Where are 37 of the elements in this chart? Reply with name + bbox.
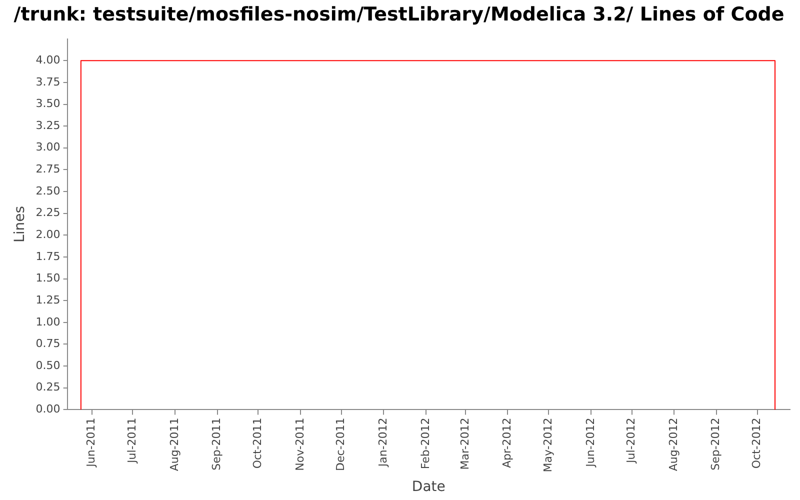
y-tick-label: 2.75 xyxy=(36,162,60,176)
y-axis-title: Lines xyxy=(12,206,28,242)
y-tick-label: 3.75 xyxy=(36,75,60,88)
x-tick-label: Aug-2011 xyxy=(168,418,181,472)
y-tick-label: 1.50 xyxy=(36,272,60,285)
x-tick-label: Jul-2011 xyxy=(126,418,139,464)
x-tick-label: Dec-2011 xyxy=(334,418,348,471)
chart-title: /trunk: testsuite/mosfiles-nosim/TestLibrary/Modelica 3.2/ Lines of Code xyxy=(14,3,784,26)
y-tick-label: 2.25 xyxy=(36,206,60,220)
x-tick-label: Aug-2012 xyxy=(666,418,680,472)
y-tick-label: 3.00 xyxy=(36,140,60,154)
x-tick-label: Jul-2012 xyxy=(624,418,638,464)
y-tick-label: 0.50 xyxy=(36,358,60,372)
x-tick-label: Sep-2012 xyxy=(709,418,722,470)
x-tick-label: Mar-2012 xyxy=(458,418,472,470)
x-axis-title: Date xyxy=(412,479,446,496)
x-tick-label: Jan-2012 xyxy=(376,418,390,468)
x-tick-label: May-2012 xyxy=(542,418,554,472)
y-tick-label: 3.25 xyxy=(36,118,60,132)
y-tick-label: 4.00 xyxy=(36,53,60,66)
x-tick-label: Oct-2012 xyxy=(750,418,764,469)
y-tick-label: 1.00 xyxy=(36,315,60,328)
y-tick-label: 0.75 xyxy=(36,337,60,350)
y-tick-label: 1.25 xyxy=(36,293,60,306)
x-tick-label: Jun-2011 xyxy=(84,418,98,468)
x-tick-label: Apr-2012 xyxy=(500,418,514,468)
x-tick-label: Oct-2011 xyxy=(251,418,264,469)
x-tick-label: Jun-2012 xyxy=(584,418,597,468)
y-tick-label: 0.00 xyxy=(36,402,60,416)
y-tick-label: 2.50 xyxy=(36,184,60,198)
y-tick-label: 0.25 xyxy=(36,380,60,394)
y-tick-label: 3.50 xyxy=(36,97,60,110)
y-tick-label: 1.75 xyxy=(36,250,60,263)
x-tick-label: Nov-2011 xyxy=(293,418,306,471)
x-tick-label: Feb-2012 xyxy=(418,418,432,470)
x-tick-label: Sep-2011 xyxy=(210,418,224,470)
y-tick-label: 2.00 xyxy=(36,228,60,242)
